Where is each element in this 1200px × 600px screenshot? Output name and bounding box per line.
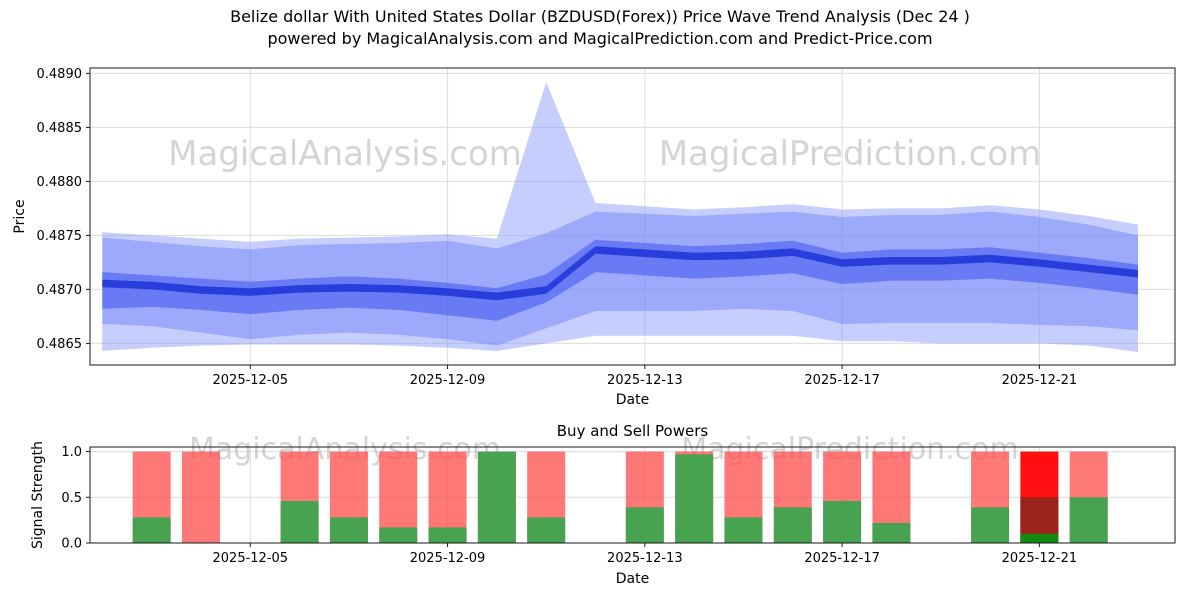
chart-title-line2: powered by MagicalAnalysis.com and Magic… [267, 29, 933, 48]
figure-title: Belize dollar With United States Dollar … [0, 6, 1200, 50]
y-axis-label: Price [12, 199, 28, 233]
y-tick-label: 0.4865 [37, 337, 83, 352]
buy-bar [1020, 533, 1059, 543]
y-tick-label: 0.4890 [37, 67, 83, 82]
x-tick-label: 2025-12-17 [804, 551, 880, 566]
sell-bar [181, 451, 220, 543]
x-tick-label: 2025-12-13 [607, 373, 683, 388]
x-axis-label: Date [616, 392, 649, 408]
watermark-prediction: MagicalPrediction.com [659, 134, 1042, 174]
buy-bar [724, 517, 763, 543]
x-tick-label: 2025-12-13 [607, 551, 683, 566]
y-tick-label: 0.5 [61, 491, 82, 506]
buy-bar [773, 507, 812, 543]
x-axis-label: Date [616, 571, 649, 587]
y-tick-label: 0.4880 [37, 175, 83, 190]
x-tick-label: 2025-12-05 [213, 373, 289, 388]
power-chart-title: Buy and Sell Powers [557, 422, 709, 440]
y-tick-label: 1.0 [61, 445, 82, 460]
buy-bar [132, 517, 171, 543]
x-tick-label: 2025-12-17 [804, 373, 880, 388]
buy-bar [971, 507, 1010, 543]
buy-bar [379, 527, 418, 543]
buy-bar [477, 451, 516, 543]
price-band-core [102, 246, 1138, 301]
buy-bar [280, 500, 319, 543]
buy-bar [527, 517, 566, 543]
price-band-middle [102, 211, 1138, 346]
x-tick-label: 2025-12-21 [1002, 373, 1078, 388]
buy-bar [1069, 497, 1108, 543]
price-wave-chart: MagicalAnalysis.com MagicalPrediction.com… [12, 67, 1176, 408]
y-tick-label: 0.4885 [37, 121, 83, 136]
y-tick-label: 0.4875 [37, 229, 83, 244]
buy-sell-powers-chart: MagicalAnalysis.com MagicalPrediction.com… [30, 422, 1176, 587]
chart-title-line1: Belize dollar With United States Dollar … [230, 7, 970, 26]
watermark-analysis: MagicalAnalysis.com [168, 134, 522, 174]
buy-bar [823, 500, 862, 543]
x-tick-label: 2025-12-05 [213, 551, 289, 566]
buy-bar [675, 454, 714, 543]
buy-bar [872, 522, 911, 543]
buy-bar [428, 527, 467, 543]
y-tick-label: 0.4870 [37, 283, 83, 298]
plot-border [89, 446, 1176, 544]
y-tick-label: 0.0 [61, 537, 82, 552]
plot-border [89, 67, 1176, 366]
x-tick-label: 2025-12-09 [410, 551, 486, 566]
x-tick-label: 2025-12-09 [410, 373, 486, 388]
y-axis-label: Signal Strength [30, 441, 46, 549]
x-tick-label: 2025-12-21 [1002, 551, 1078, 566]
buy-bar [625, 507, 664, 543]
buy-bar [329, 517, 368, 543]
